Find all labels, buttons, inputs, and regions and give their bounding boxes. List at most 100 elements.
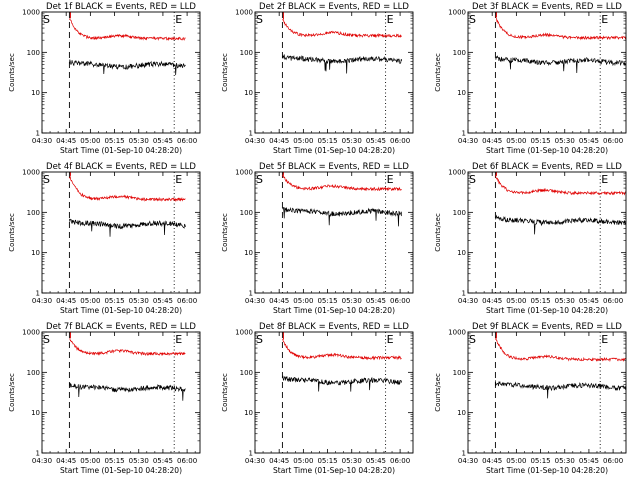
y-tick-label: 1000: [448, 329, 466, 337]
start-marker-label: S: [256, 173, 263, 186]
x-tick-label: 04:30: [458, 297, 478, 305]
x-tick-label: 05:15: [104, 137, 124, 145]
x-tick-label: 05:30: [555, 137, 575, 145]
x-tick-label: 05:00: [293, 457, 313, 465]
x-tick-label: 04:45: [482, 137, 502, 145]
x-axis-label: Start Time (01-Sep-10 04:28:20): [486, 466, 608, 475]
x-tick-label: 05:00: [80, 297, 100, 305]
y-tick-label: 1000: [22, 329, 40, 337]
y-axis-label: Counts/sec: [221, 373, 229, 412]
y-tick-label: 1000: [235, 169, 253, 177]
x-tick-label: 05:45: [579, 297, 599, 305]
x-tick-label: 05:00: [80, 137, 100, 145]
y-tick-label: 1: [36, 450, 40, 458]
lld-series-line: [495, 174, 627, 196]
detector-panel-7: Det 7f BLACK = Events, RED = LLD Counts/s…: [8, 322, 201, 475]
y-tick-label: 10: [244, 409, 253, 417]
x-tick-label: 05:45: [153, 137, 173, 145]
x-tick-label: 05:15: [530, 457, 550, 465]
x-axis-label: Start Time (01-Sep-10 04:28:20): [273, 146, 395, 155]
x-tick-label: 05:30: [555, 457, 575, 465]
x-tick-label: 06:00: [603, 137, 623, 145]
events-series-line: [495, 214, 627, 235]
detector-panel-5: Det 5f BLACK = Events, RED = LLD Counts/s…: [221, 162, 414, 315]
start-marker-label: S: [43, 13, 50, 26]
start-marker-label: S: [43, 173, 50, 186]
y-tick-label: 100: [240, 49, 253, 57]
x-tick-label: 04:30: [245, 457, 265, 465]
x-tick-label: 05:45: [153, 297, 173, 305]
x-tick-label: 05:15: [317, 137, 337, 145]
detector-panel-8: Det 8f BLACK = Events, RED = LLD Counts/s…: [221, 322, 414, 475]
y-tick-label: 10: [457, 249, 466, 257]
x-tick-label: 04:45: [56, 297, 76, 305]
detector-panel-6: Det 6f BLACK = Events, RED = LLD Counts/s…: [434, 162, 627, 315]
y-tick-label: 1: [462, 290, 466, 298]
y-tick-label: 10: [31, 249, 40, 257]
x-axis-label: Start Time (01-Sep-10 04:28:20): [60, 146, 182, 155]
lld-series-line: [282, 173, 402, 192]
x-tick-label: 05:30: [129, 457, 149, 465]
y-tick-label: 10: [457, 409, 466, 417]
x-tick-label: 05:30: [342, 137, 362, 145]
x-tick-label: 04:45: [482, 457, 502, 465]
x-tick-label: 05:45: [579, 137, 599, 145]
x-tick-label: 05:15: [104, 457, 124, 465]
y-tick-label: 100: [453, 209, 466, 217]
end-marker-label: E: [387, 173, 394, 186]
y-tick-label: 100: [453, 369, 466, 377]
x-tick-label: 05:45: [153, 457, 173, 465]
x-tick-label: 05:00: [506, 137, 526, 145]
panel-title: Det 4f BLACK = Events, RED = LLD: [46, 162, 196, 172]
y-tick-label: 1000: [22, 9, 40, 17]
y-axis-label: Counts/sec: [434, 373, 442, 412]
panel-title: Det 9f BLACK = Events, RED = LLD: [472, 322, 622, 332]
lld-series-line: [282, 19, 402, 39]
plot-frame: [41, 11, 201, 134]
plot-frame: [254, 11, 414, 134]
x-tick-label: 04:30: [245, 137, 265, 145]
x-axis-label: Start Time (01-Sep-10 04:28:20): [486, 306, 608, 315]
y-axis-label: Counts/sec: [434, 213, 442, 252]
x-tick-label: 05:45: [579, 457, 599, 465]
start-marker-label: S: [469, 13, 476, 26]
x-tick-label: 05:45: [366, 297, 386, 305]
y-tick-label: 100: [27, 369, 40, 377]
plot-frame: [41, 331, 201, 454]
start-marker-label: S: [469, 173, 476, 186]
x-tick-label: 05:00: [506, 457, 526, 465]
events-series-line: [495, 55, 627, 73]
x-tick-label: 04:45: [56, 137, 76, 145]
plot-frame: [467, 11, 627, 134]
lld-series-line: [69, 175, 186, 202]
lld-series-line: [69, 338, 186, 357]
y-tick-label: 1000: [22, 169, 40, 177]
x-tick-label: 05:00: [506, 297, 526, 305]
y-axis-label: Counts/sec: [8, 213, 16, 252]
plot-frame: [467, 331, 627, 454]
x-axis-label: Start Time (01-Sep-10 04:28:20): [486, 146, 608, 155]
detector-panel-1: Det 1f BLACK = Events, RED = LLD Counts/s…: [8, 2, 201, 155]
end-marker-label: E: [387, 333, 394, 346]
x-tick-label: 05:15: [104, 297, 124, 305]
y-tick-label: 1: [249, 130, 253, 138]
plot-frame: [41, 171, 201, 294]
x-tick-label: 05:45: [366, 457, 386, 465]
x-tick-label: 04:45: [482, 297, 502, 305]
end-marker-label: E: [601, 333, 608, 346]
x-axis-label: Start Time (01-Sep-10 04:28:20): [60, 466, 182, 475]
y-tick-label: 1: [249, 450, 253, 458]
x-tick-label: 04:30: [32, 137, 52, 145]
y-axis-label: Counts/sec: [8, 373, 16, 412]
x-axis-label: Start Time (01-Sep-10 04:28:20): [60, 306, 182, 315]
y-tick-label: 100: [27, 49, 40, 57]
events-series-line: [282, 375, 403, 392]
x-tick-label: 05:15: [317, 457, 337, 465]
x-tick-label: 06:00: [603, 457, 623, 465]
x-tick-label: 05:30: [129, 297, 149, 305]
y-tick-label: 10: [31, 409, 40, 417]
x-tick-label: 05:30: [555, 297, 575, 305]
x-tick-label: 06:00: [177, 137, 197, 145]
plot-frame: [467, 171, 627, 294]
